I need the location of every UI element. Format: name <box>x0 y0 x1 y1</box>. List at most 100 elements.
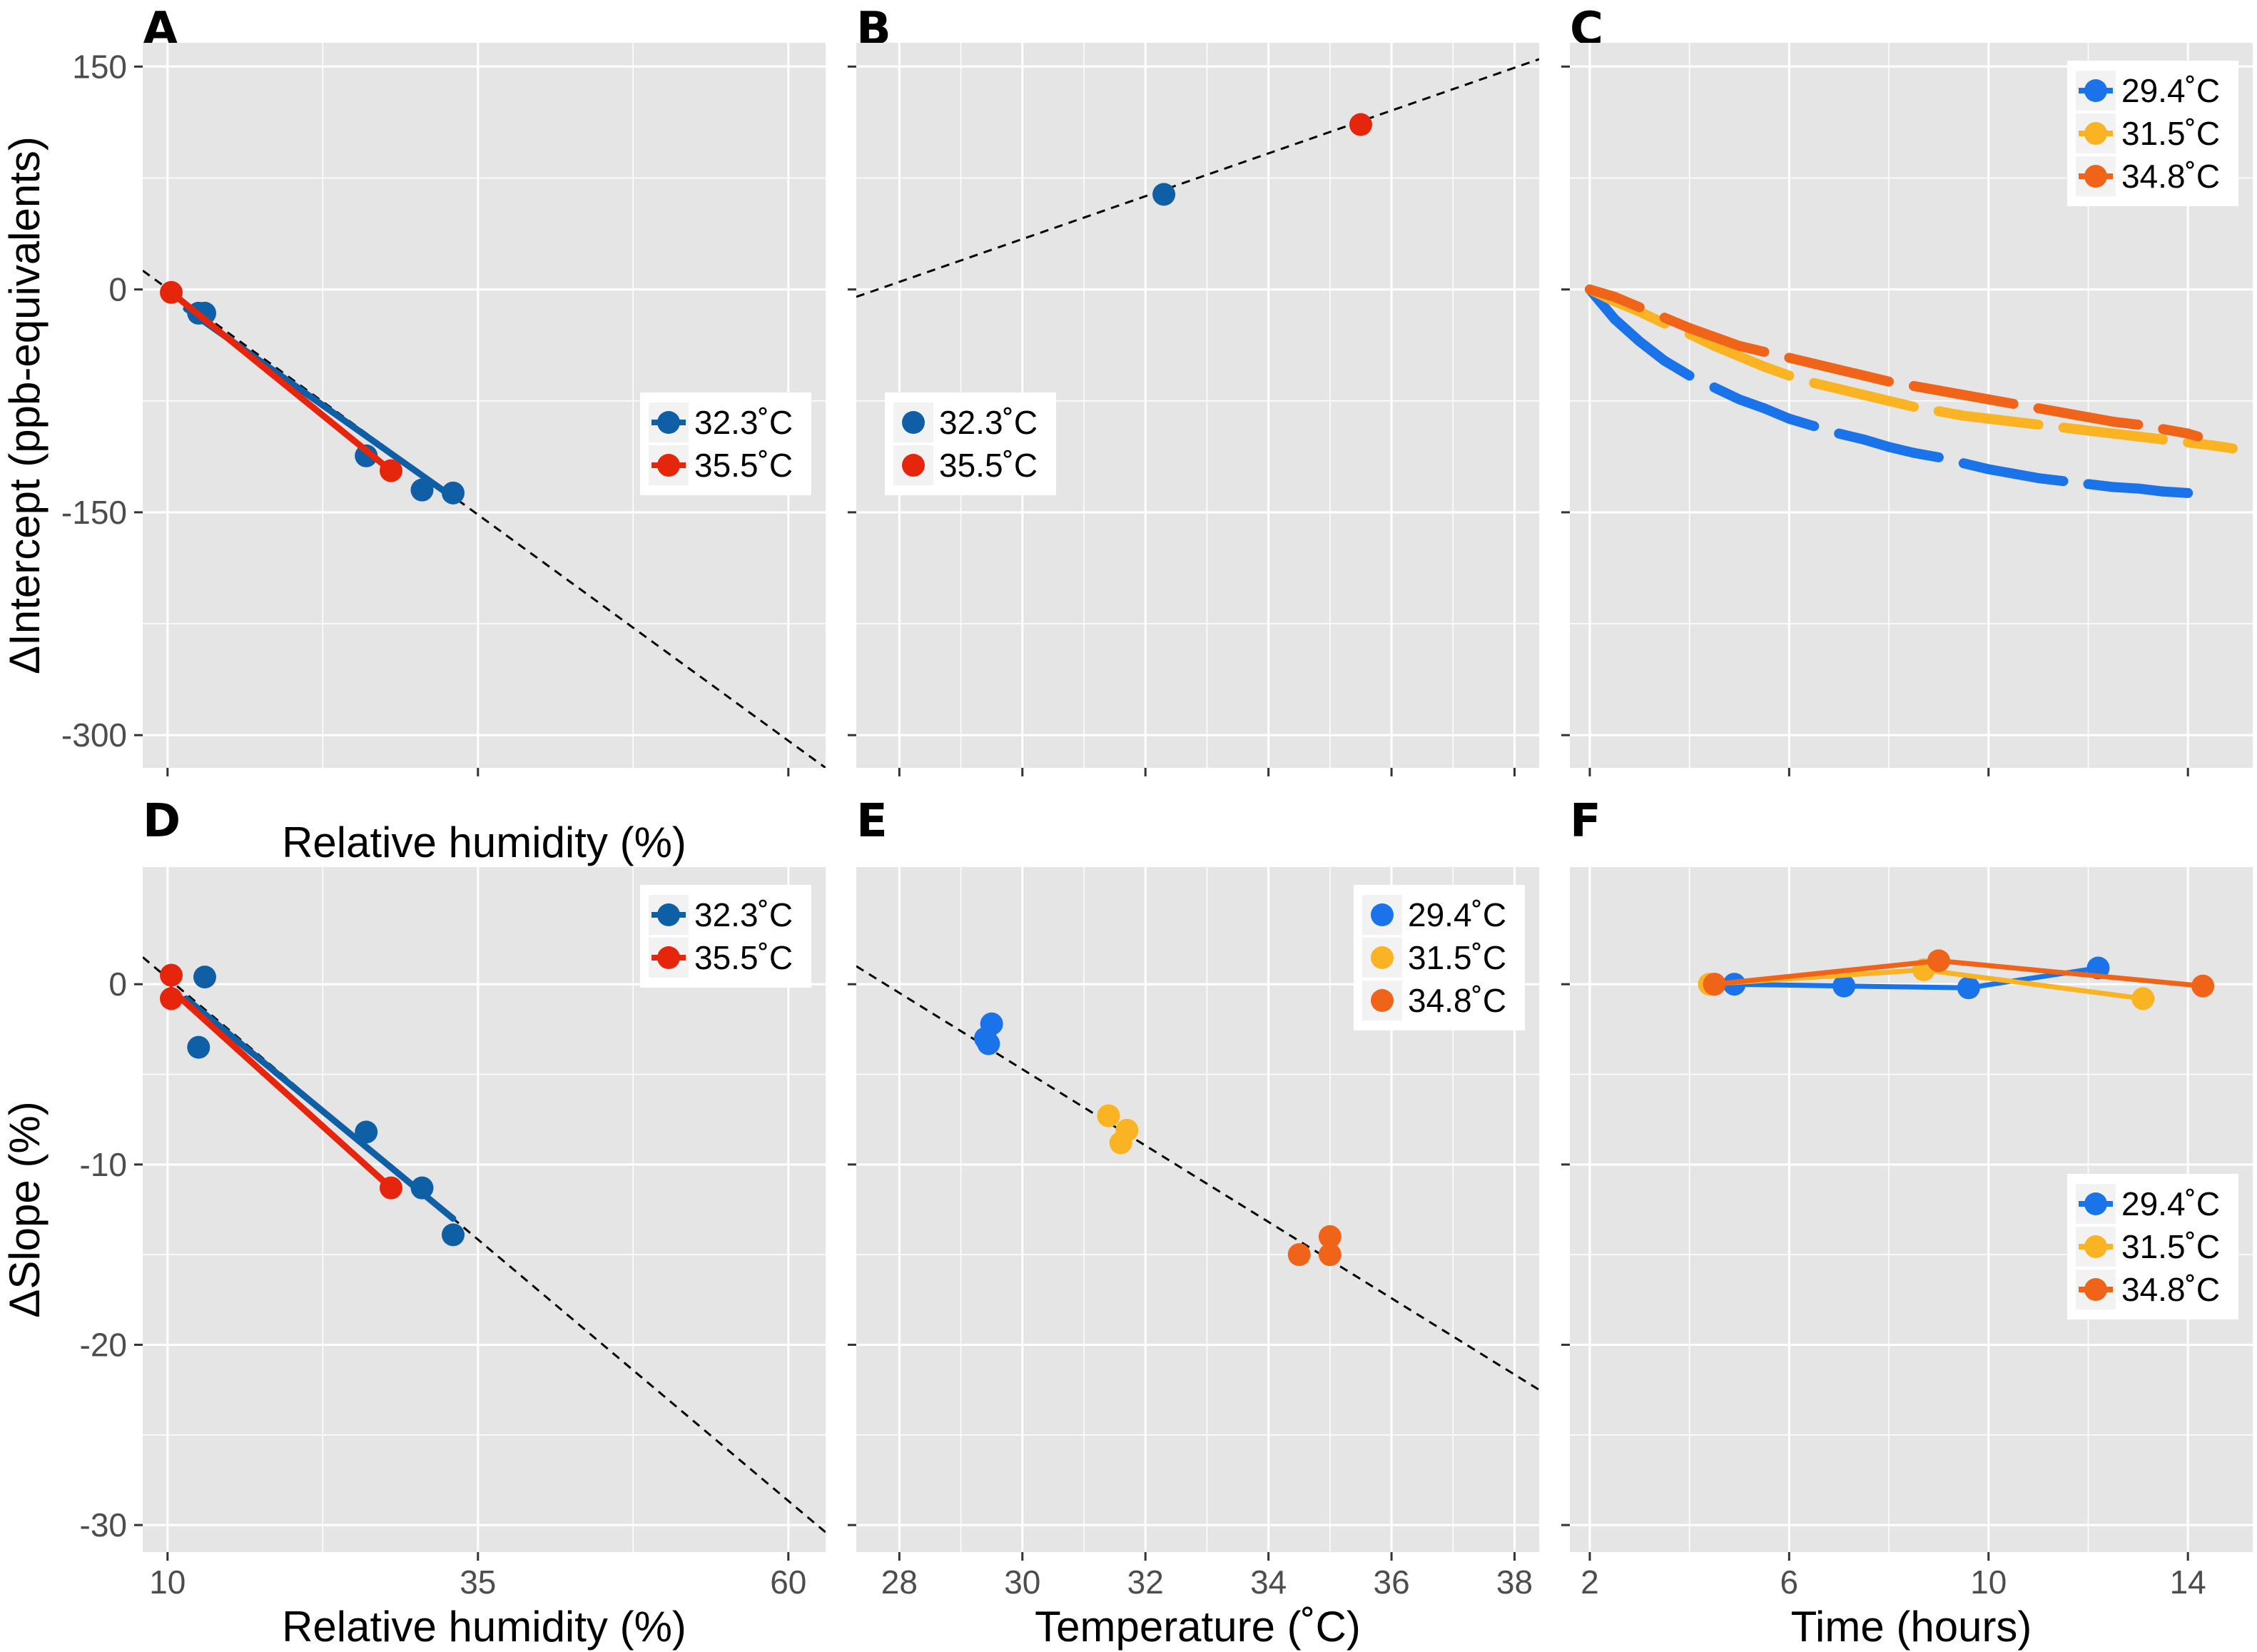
data-point <box>1832 974 1856 998</box>
series-34.8˚C <box>1584 284 2203 442</box>
legend: 29.4˚C 31.5˚C 34.8˚C <box>2067 61 2238 206</box>
series-29.4˚C <box>1584 284 2193 498</box>
data-layer <box>1584 284 2238 498</box>
data-point <box>355 444 378 467</box>
data-point <box>442 1223 465 1247</box>
data-point <box>2131 987 2155 1010</box>
data-point <box>355 1120 378 1144</box>
x-tick-label: 35 <box>460 1564 496 1601</box>
panel-f: F 2 6 10 14 Time (hours) 29.4˚C 31.5˚C 34.8˚C <box>1561 795 2253 1651</box>
legend-label: 34.8˚C <box>2121 1271 2220 1308</box>
data-point <box>1097 1104 1120 1127</box>
legend-key-dot <box>2084 1235 2107 1258</box>
legend-label: 32.3˚C <box>694 896 793 933</box>
x-tick-label: 60 <box>770 1564 806 1601</box>
legend-label: 31.5˚C <box>1408 939 1506 976</box>
x-tick-label: 14 <box>2170 1564 2206 1601</box>
y-tick-label: -150 <box>61 494 127 531</box>
series-29.4˚C <box>974 1012 1003 1055</box>
x-tick-label: 30 <box>1004 1564 1040 1601</box>
series-34.8˚C <box>1703 949 2215 998</box>
data-point <box>1109 1131 1132 1155</box>
legend-key-dot <box>2084 79 2107 102</box>
legend-key-dot <box>2084 1278 2107 1301</box>
legend-key-dot <box>902 454 925 477</box>
trace-segment <box>1784 413 1820 432</box>
y-tick-label: -30 <box>80 1506 127 1544</box>
legend-label: 31.5˚C <box>2121 1228 2220 1265</box>
reference-line <box>143 269 826 768</box>
trace-segment <box>2108 416 2144 430</box>
trace-segment <box>1609 292 1645 313</box>
legend: 32.3˚C 35.5˚C <box>885 392 1056 495</box>
series-34.8˚C <box>1287 1225 1341 1267</box>
series-32.3˚C <box>1152 183 1176 206</box>
trace-segment <box>2158 486 2193 498</box>
legend-key-dot <box>2084 165 2107 188</box>
trace-segment <box>1634 336 1670 366</box>
data-layer <box>856 58 1539 298</box>
series-35.5˚C <box>160 280 402 482</box>
legend-label: 34.8˚C <box>2121 158 2220 195</box>
legend-label: 32.3˚C <box>694 404 793 441</box>
legend-key-dot <box>657 946 680 969</box>
x-tick-label: 6 <box>1780 1564 1799 1601</box>
x-tick-label: 28 <box>881 1564 918 1601</box>
y-tick-label: -10 <box>80 1146 127 1183</box>
trace-segment <box>1859 370 1895 387</box>
data-point <box>1703 973 1726 996</box>
trace-segment <box>1983 394 2019 409</box>
y-tick-label: 150 <box>72 48 127 85</box>
data-point <box>1287 1243 1311 1267</box>
legend-label: 29.4˚C <box>2121 1185 2220 1222</box>
trace-segment <box>1634 306 1670 329</box>
legend: 29.4˚C 31.5˚C 34.8˚C <box>1354 885 1525 1030</box>
data-point <box>160 987 183 1010</box>
data-point <box>160 280 183 304</box>
panel-c: C29.4˚C31.5˚C34.8˚C <box>1561 3 2253 776</box>
data-point <box>187 1035 211 1059</box>
x-axis-title: Relative humidity (%) <box>282 819 686 866</box>
data-layer <box>1698 949 2215 1010</box>
legend-key-dot <box>2084 122 2107 145</box>
trace-segment <box>2033 473 2069 487</box>
data-layer <box>143 956 826 1534</box>
x-tick-label: 38 <box>1496 1564 1533 1601</box>
legend-key-dot <box>657 454 680 477</box>
x-axis-title: Temperature (˚C) <box>1035 1603 1361 1651</box>
trace-segment <box>2208 440 2238 454</box>
series-32.3˚C <box>183 966 465 1247</box>
trace-segment <box>2133 431 2169 445</box>
panel-b: B32.3˚C35.5˚C <box>848 3 1539 776</box>
trace-segment <box>1659 355 1695 381</box>
trace-segment <box>1734 340 1770 358</box>
legend-key-dot <box>657 411 680 434</box>
trace-segment <box>1884 395 1919 412</box>
data-point <box>1957 976 1980 1000</box>
y-tick-label: -300 <box>61 716 127 754</box>
legend: 29.4˚C 31.5˚C 34.8˚C <box>2067 1174 2238 1319</box>
legend-key-dot <box>1371 989 1394 1012</box>
data-point <box>977 1032 1000 1055</box>
x-tick-label: 10 <box>1970 1564 2007 1601</box>
x-axis-title: Relative humidity (%) <box>282 1603 686 1651</box>
legend-key-dot <box>902 411 925 434</box>
x-tick-label: 36 <box>1373 1564 1409 1601</box>
data-point <box>1318 1243 1341 1267</box>
panel-letter: D <box>143 795 181 848</box>
legend-label: 29.4˚C <box>2121 72 2220 109</box>
fit-line <box>183 995 457 1222</box>
legend-label: 31.5˚C <box>2121 115 2220 152</box>
data-point <box>1318 1225 1341 1248</box>
data-point <box>1152 183 1176 206</box>
legend-label: 35.5˚C <box>694 939 793 976</box>
data-point <box>410 478 434 502</box>
legend-label: 35.5˚C <box>694 447 793 484</box>
trace-segment <box>2183 428 2203 442</box>
data-point <box>380 1176 402 1200</box>
legend-key-dot <box>1371 903 1394 926</box>
series-31.5˚C <box>1097 1104 1139 1155</box>
legend: 32.3˚C 35.5˚C <box>640 885 811 988</box>
